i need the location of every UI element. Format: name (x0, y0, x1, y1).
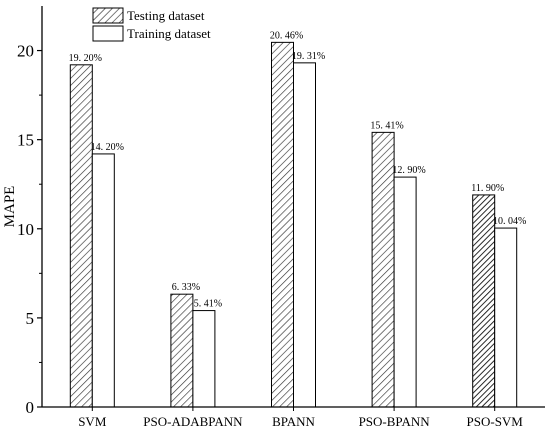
legend-label: Training dataset (127, 26, 211, 41)
plot-area: 19. 20% 14. 20% 6. 33% 5. 41% 20. 46% 19. 31%… (69, 30, 526, 408)
testing-value-label: 19. 20% (69, 53, 102, 64)
training-bar-bpann (293, 62, 316, 408)
y-tick-label: 0 (26, 398, 35, 417)
legend: Testing dataset Training dataset (92, 7, 211, 42)
training-value-label: 14. 20% (91, 142, 124, 153)
training-bar-pso-adabpann (192, 310, 216, 408)
testing-bar-bpann (271, 41, 294, 408)
testing-value-label: 20. 46% (270, 30, 303, 41)
axes: 0 5 10 15 20 MAPE SVM PSO-ADABPANN BPANN PSO-BPAN… (2, 6, 545, 429)
training-value-label: 12. 90% (392, 165, 425, 176)
y-tick-label: 15 (17, 131, 34, 150)
category-label: PSO-ADABPANN (143, 414, 243, 429)
category-label: SVM (78, 414, 107, 429)
training-value-label: 10. 04% (493, 216, 526, 227)
category-label: PSO-SVM (467, 414, 524, 429)
testing-bar-svm (69, 64, 93, 408)
testing-bar-pso-bpann (371, 131, 395, 408)
testing-value-label: 6. 33% (172, 282, 200, 293)
testing-value-label: 11. 90% (471, 183, 504, 194)
y-tick-label: 20 (17, 42, 34, 61)
testing-bar-pso-svm (472, 194, 496, 408)
legend-swatch (92, 25, 124, 42)
y-tick-label: 5 (26, 309, 35, 328)
testing-bar-pso-adabpann (170, 293, 194, 408)
testing-value-label: 15. 41% (370, 120, 403, 131)
category-label: BPANN (272, 414, 315, 429)
y-tick-label: 10 (17, 220, 34, 239)
category-label: PSO-BPANN (359, 414, 431, 429)
training-value-label: 5. 41% (194, 299, 222, 310)
training-bar-pso-svm (494, 227, 518, 408)
legend-swatch (92, 7, 124, 24)
y-axis-label: MAPE (2, 186, 18, 228)
training-value-label: 19. 31% (292, 51, 325, 62)
training-bar-svm (91, 153, 115, 408)
legend-label: Testing dataset (127, 8, 205, 23)
training-bar-pso-bpann (393, 176, 417, 408)
